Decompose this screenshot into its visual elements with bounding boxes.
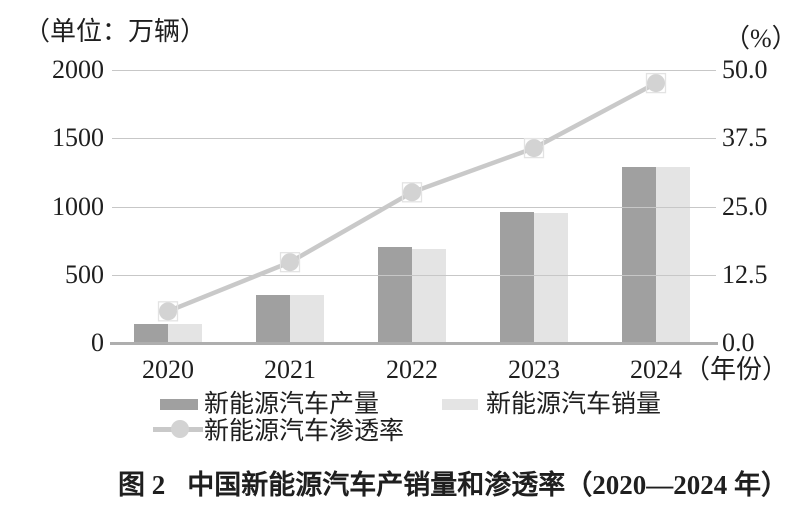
line-marker-box-2022 <box>401 182 423 203</box>
y-axis-tick-left: 1000 <box>52 192 104 221</box>
line-marker-box-2021 <box>279 252 301 273</box>
line-marker-2022 <box>403 183 421 202</box>
x-axis-line <box>110 342 718 345</box>
y-axis-tick-right: 0.0 <box>722 328 755 357</box>
x-axis-unit-label: （年份） <box>684 355 789 384</box>
left-axis-unit-label: （单位：万辆） <box>24 17 207 46</box>
bar-sales-2020 <box>168 324 202 343</box>
y-axis-tick-left: 2000 <box>52 55 104 84</box>
y-axis-tick-right: 25.0 <box>722 192 768 221</box>
bar-sales-2022 <box>412 248 446 343</box>
bar-production-2021 <box>256 294 290 343</box>
bar-production-2020 <box>134 324 168 343</box>
bar-sales-2023 <box>534 213 568 343</box>
gridline <box>112 207 716 208</box>
line-marker-box-2023 <box>523 137 545 159</box>
gridline <box>112 70 716 71</box>
x-axis-tick-2024: 2024 <box>630 355 682 384</box>
bar-production-2023 <box>500 212 534 343</box>
legend-swatch-production <box>160 399 198 410</box>
x-axis-tick-2023: 2023 <box>508 355 560 384</box>
figure-caption-number: 图 2 <box>118 470 166 500</box>
line-marker-2024 <box>647 74 665 93</box>
gridline <box>112 138 716 139</box>
x-axis-tick-2022: 2022 <box>386 355 438 384</box>
gridline <box>112 275 716 276</box>
y-axis-tick-right: 50.0 <box>722 55 768 84</box>
line-marker-2021 <box>281 253 299 272</box>
legend-swatch-sales <box>442 399 478 410</box>
x-axis-tick-2021: 2021 <box>264 355 316 384</box>
legend-label-penetration: 新能源汽车渗透率 <box>204 418 405 445</box>
figure-caption: 图 2 中国新能源汽车产销量和渗透率（2020—2024 年） <box>118 472 788 499</box>
right-axis-unit-label: （%） <box>724 24 798 53</box>
bar-sales-2021 <box>290 294 324 343</box>
legend-label-sales: 新能源汽车销量 <box>486 391 662 418</box>
line-marker-2020 <box>159 302 177 321</box>
legend-label-production: 新能源汽车产量 <box>204 391 380 418</box>
y-axis-tick-left: 0 <box>91 328 104 357</box>
figure-caption-title: 中国新能源汽车产销量和渗透率（2020—2024 年） <box>187 470 788 500</box>
x-axis-tick-2020: 2020 <box>142 355 194 384</box>
y-axis-tick-left: 500 <box>65 260 104 289</box>
line-marker-box-2020 <box>157 301 179 322</box>
y-axis-tick-right: 12.5 <box>722 260 768 289</box>
bar-production-2024 <box>622 167 656 343</box>
y-axis-tick-right: 37.5 <box>722 123 768 152</box>
line-marker-2023 <box>525 139 543 158</box>
y-axis-tick-left: 1500 <box>52 123 104 152</box>
legend-line-marker-icon <box>171 420 189 438</box>
bar-sales-2024 <box>656 167 690 343</box>
line-marker-box-2024 <box>645 72 667 94</box>
bar-production-2022 <box>378 246 412 343</box>
